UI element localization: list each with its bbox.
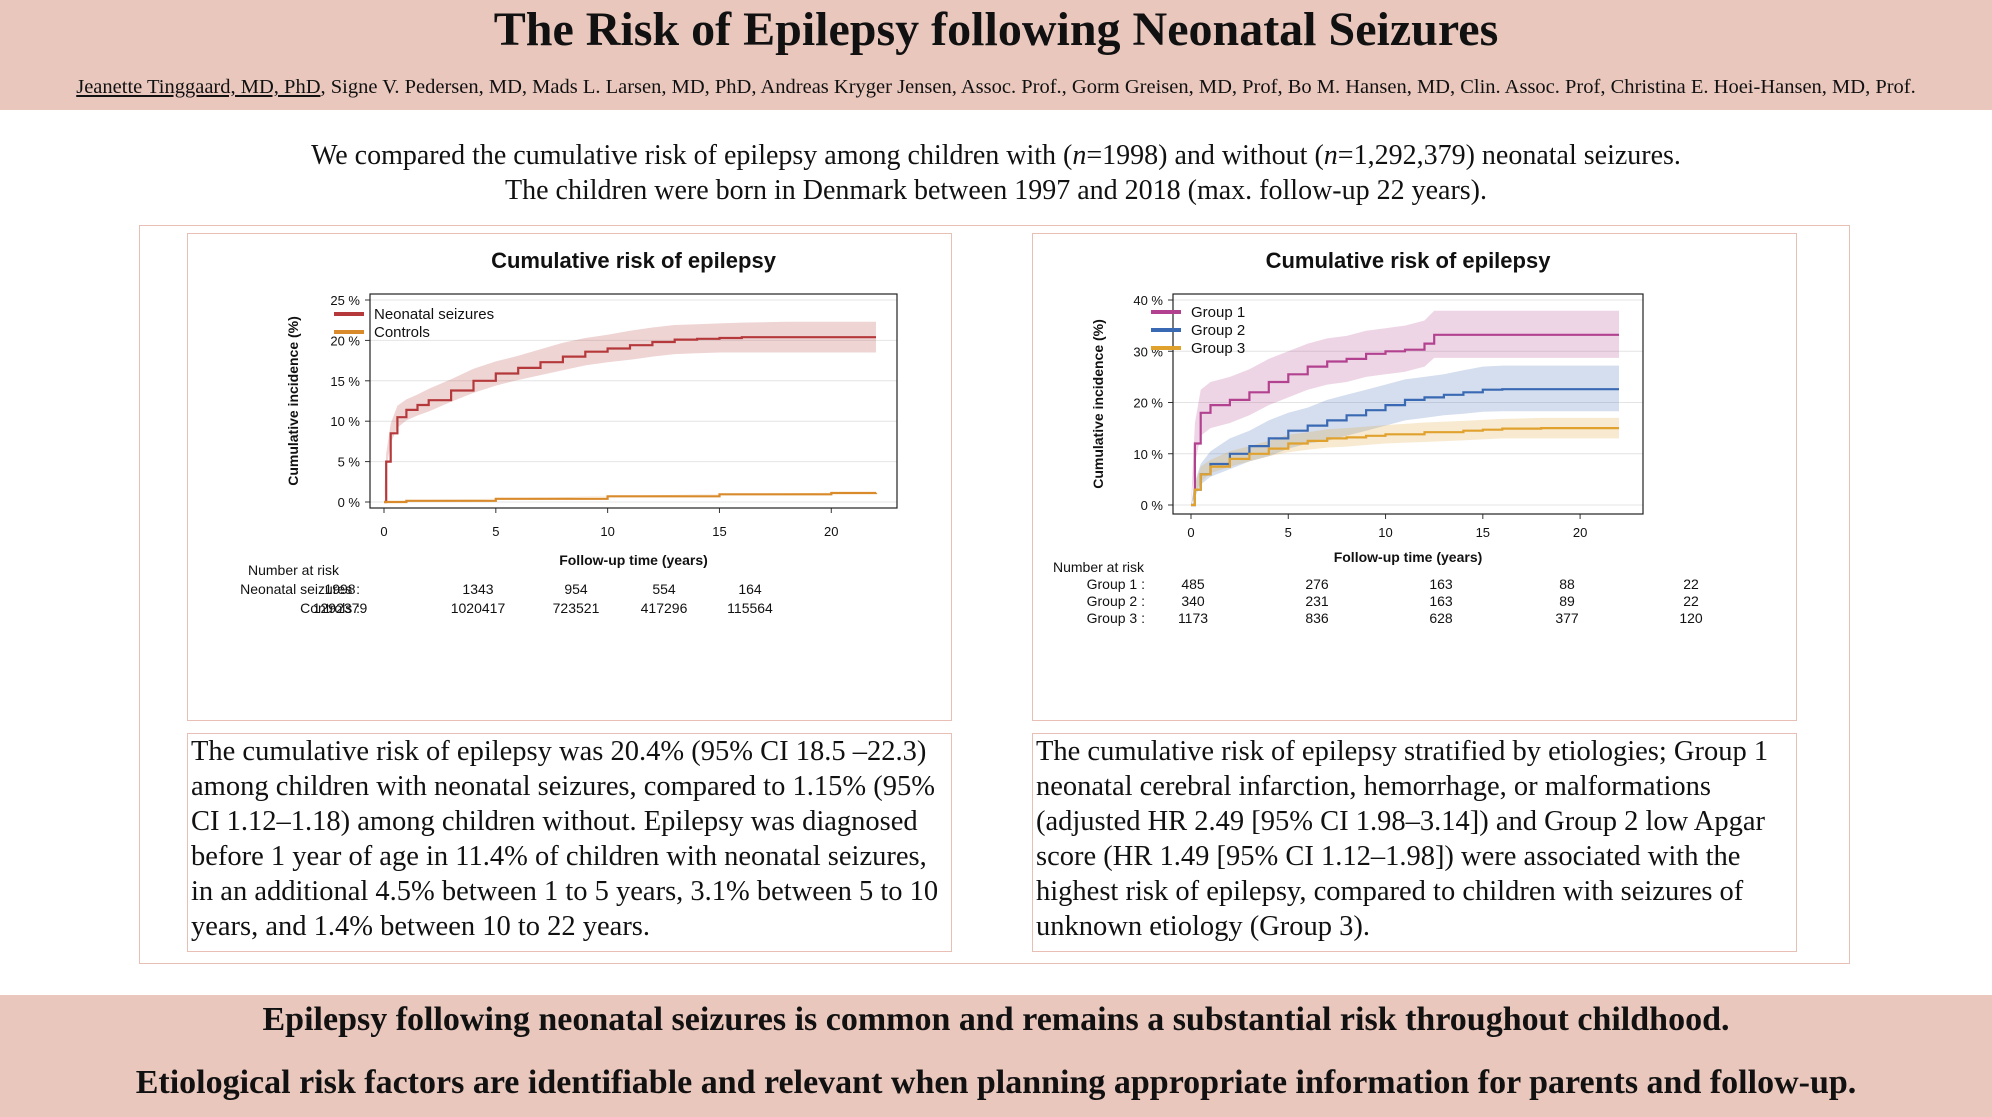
risk-cell: 377 (1555, 610, 1579, 626)
x-axis-label: Follow-up time (years) (559, 552, 708, 568)
x-tick-label: 15 (712, 524, 726, 539)
results-frame (139, 225, 1850, 964)
co-authors: , Signe V. Pedersen, MD, Mads L. Larsen,… (320, 76, 1916, 98)
risk-cell: 1173 (1178, 610, 1208, 626)
risk-cell: 120 (1679, 610, 1703, 626)
conclusion-2: Etiological risk factors are identifiabl… (135, 1064, 1857, 1101)
x-tick-label: 20 (824, 524, 838, 539)
x-tick-label: 5 (1285, 525, 1292, 540)
conclusion-1: Epilepsy following neonatal seizures is … (262, 1001, 1730, 1038)
x-tick-label: 0 (1187, 525, 1194, 540)
ci-band-1 (384, 321, 876, 502)
risk-row-label: Group 3 : (1087, 610, 1145, 626)
conclusion-banner: Epilepsy following neonatal seizures is … (0, 995, 1992, 1117)
results-text-left: The cumulative risk of epilepsy was 20.4… (187, 733, 952, 952)
y-tick-label: 15 % (330, 374, 360, 389)
study-intro: We compared the cumulative risk of epile… (0, 138, 1992, 208)
y-tick-label: 0 % (338, 495, 361, 510)
risk-row-label: Controls : (300, 600, 360, 616)
risk-cell: 231 (1305, 593, 1329, 609)
risk-cell: 836 (1305, 610, 1329, 626)
risk-cell: 340 (1181, 593, 1205, 609)
risk-table-header: Number at risk (1053, 559, 1145, 575)
presenting-author: Jeanette Tinggaard, MD, PhD (76, 76, 321, 98)
x-tick-label: 0 (380, 524, 387, 539)
series-line-3 (1191, 427, 1619, 507)
risk-cell: 115564 (727, 600, 773, 616)
plot-frame (369, 293, 898, 509)
results-text-right: The cumulative risk of epilepsy stratifi… (1032, 733, 1797, 952)
plot-frame (1172, 293, 1644, 515)
risk-cell: 628 (1429, 610, 1453, 626)
legend-label: Neonatal seizures (374, 306, 494, 323)
legend-label: Group 2 (1191, 322, 1245, 339)
risk-cell: 723521 (553, 600, 600, 616)
y-tick-label: 5 % (338, 455, 361, 470)
risk-cell: 554 (652, 581, 676, 597)
risk-cell: 1020417 (451, 600, 506, 616)
chart-panel-overall: Cumulative risk of epilepsy 0 % 5 % 10 % 15 … (187, 233, 952, 721)
risk-row-label: Neonatal seizures : (240, 581, 360, 597)
risk-cell: 88 (1559, 576, 1575, 592)
y-axis-label: Cumulative incidence (%) (1090, 319, 1106, 489)
series-line-2 (384, 491, 878, 504)
y-tick-label: 25 % (330, 293, 360, 308)
x-tick-label: 15 (1476, 525, 1490, 540)
ci-band-3 (1191, 417, 1619, 505)
title-banner: The Risk of Epilepsy following Neonatal … (0, 0, 1992, 110)
y-tick-label: 10 % (330, 414, 360, 429)
author-list: Jeanette Tinggaard, MD, PhD, Signe V. Pe… (0, 74, 1992, 100)
chart-title: Cumulative risk of epilepsy (1266, 248, 1552, 273)
risk-cell: 22 (1683, 593, 1699, 609)
risk-cell: 164 (738, 581, 762, 597)
chart-panel-etiology: Cumulative risk of epilepsy 0 % 10 % 20 % 30… (1032, 233, 1797, 721)
y-tick-label: 20 % (330, 333, 360, 348)
risk-cell: 485 (1181, 576, 1205, 592)
y-tick-label: 10 % (1133, 447, 1163, 462)
intro-line-1: We compared the cumulative risk of epile… (311, 140, 1681, 171)
risk-row-label: Group 2 : (1087, 593, 1145, 609)
y-tick-label: 20 % (1133, 396, 1163, 411)
x-axis-label: Follow-up time (years) (1334, 549, 1483, 565)
y-tick-label: 40 % (1133, 293, 1163, 308)
y-tick-label: 0 % (1141, 498, 1164, 513)
chart-title: Cumulative risk of epilepsy (491, 248, 777, 273)
risk-cell: 954 (564, 581, 588, 597)
risk-cell: 22 (1683, 576, 1699, 592)
risk-cell: 163 (1429, 593, 1453, 609)
x-tick-label: 5 (492, 524, 499, 539)
series-line-1 (1191, 333, 1619, 507)
legend-label: Group 1 (1191, 304, 1245, 321)
ci-band-2 (1191, 365, 1619, 505)
poster-title: The Risk of Epilepsy following Neonatal … (493, 3, 1499, 56)
risk-row-label: Group 1 : (1087, 576, 1145, 592)
risk-cell: 1292379 (313, 600, 368, 616)
risk-cell: 417296 (641, 600, 688, 616)
x-tick-label: 20 (1573, 525, 1587, 540)
intro-line-2: The children were born in Denmark betwee… (504, 175, 1488, 206)
legend-label: Group 3 (1191, 340, 1245, 357)
risk-cell: 163 (1429, 576, 1453, 592)
y-axis-label: Cumulative incidence (%) (285, 316, 301, 486)
risk-cell: 89 (1559, 593, 1575, 609)
ci-band-1 (1191, 310, 1619, 505)
series-line-1 (384, 336, 876, 504)
x-tick-label: 10 (1378, 525, 1392, 540)
x-tick-label: 10 (600, 524, 614, 539)
risk-table-header: Number at risk (248, 562, 340, 578)
chart-overall: Cumulative risk of epilepsy 0 % 5 % 10 % 15 … (240, 248, 898, 616)
legend-label: Controls (374, 324, 430, 341)
risk-cell: 276 (1305, 576, 1329, 592)
series-line-2 (1191, 388, 1619, 507)
risk-cell: 1343 (462, 581, 493, 597)
risk-cell: 1998 (324, 581, 355, 597)
